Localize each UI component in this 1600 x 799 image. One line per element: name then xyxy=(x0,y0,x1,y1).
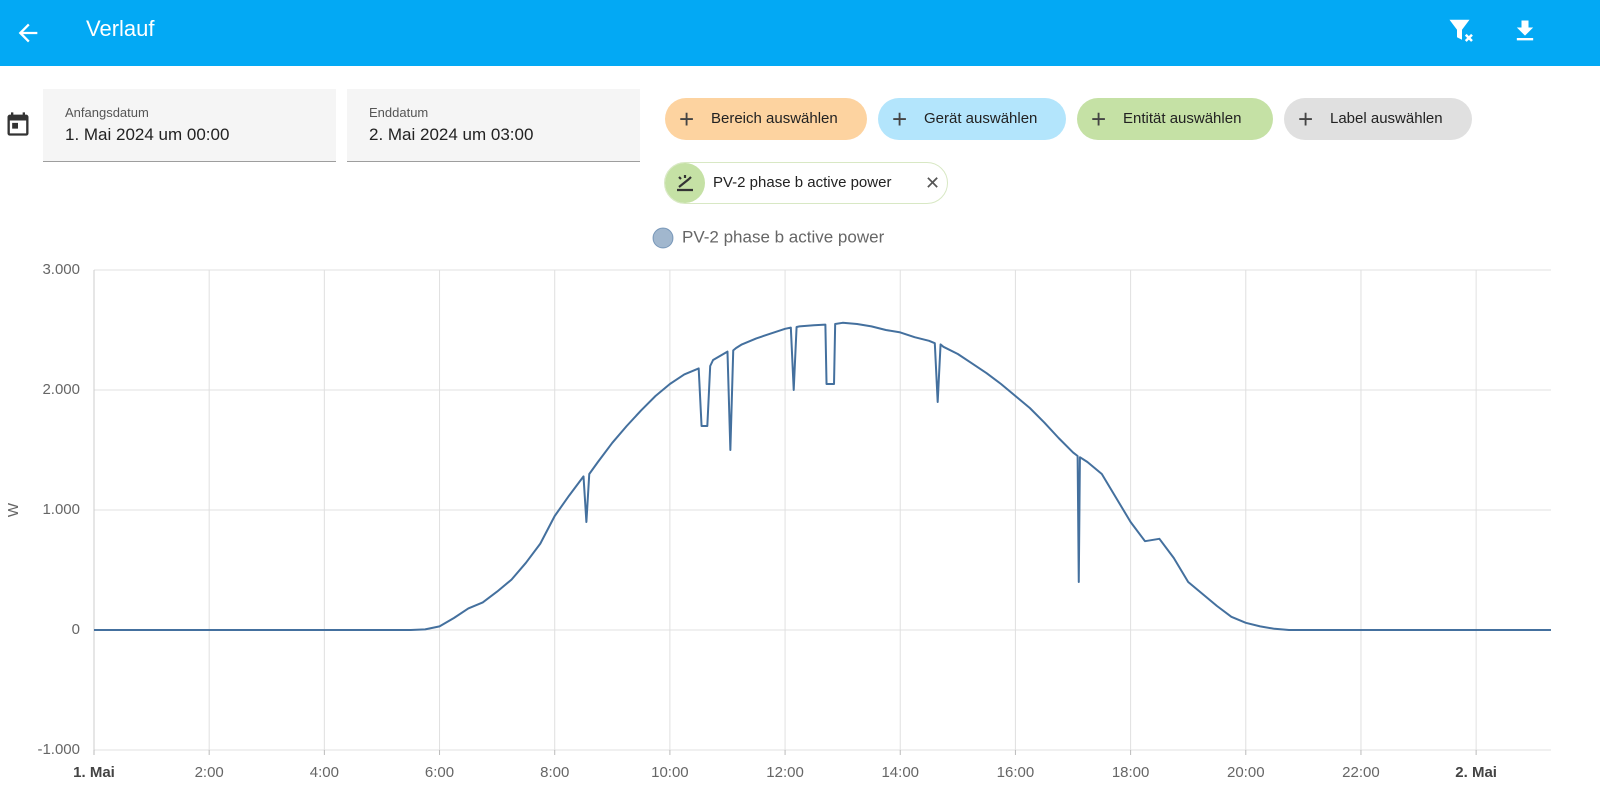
chip-label: Bereich auswählen xyxy=(711,110,838,127)
x-tick-label: 2:00 xyxy=(195,764,224,781)
back-button[interactable] xyxy=(14,19,42,47)
x-tick-label: 4:00 xyxy=(310,764,339,781)
entity-name: PV-2 phase b active power xyxy=(713,174,892,191)
clear-filter-button[interactable] xyxy=(1446,16,1478,46)
field-value: 2. Mai 2024 um 03:00 xyxy=(369,125,534,144)
field-label: Anfangsdatum xyxy=(65,105,149,120)
x-tick-label: 20:00 xyxy=(1227,764,1265,781)
x-tick-label: 22:00 xyxy=(1342,764,1380,781)
selected-entity-chip[interactable]: PV-2 phase b active power ✕ xyxy=(664,162,948,204)
chip-label: Gerät auswählen xyxy=(924,110,1038,127)
x-tick-label: 8:00 xyxy=(540,764,569,781)
x-tick-label: 18:00 xyxy=(1112,764,1150,781)
y-tick-label: 1.000 xyxy=(42,501,80,518)
label-chip[interactable]: + Label auswählen xyxy=(1284,98,1472,140)
field-value: 1. Mai 2024 um 00:00 xyxy=(65,125,230,144)
download-button[interactable] xyxy=(1511,16,1539,46)
field-label: Enddatum xyxy=(369,105,429,120)
area-chip[interactable]: + Bereich auswählen xyxy=(665,98,867,140)
page-title: Verlauf xyxy=(86,16,155,41)
chart: -1.000 0 1.000 2.000 3.000 1. Mai 2:00 4:00 6:00… xyxy=(5,227,1551,781)
y-tick-label: 0 xyxy=(72,621,80,638)
legend-label: PV-2 phase b active power xyxy=(682,227,885,246)
x-tick-label: 1. Mai xyxy=(73,764,115,781)
x-tick-label: 6:00 xyxy=(425,764,454,781)
x-tick-label: 2. Mai xyxy=(1455,764,1497,781)
device-chip[interactable]: + Gerät auswählen xyxy=(878,98,1066,140)
entity-chip[interactable]: + Entität auswählen xyxy=(1077,98,1273,140)
top-bar: Verlauf xyxy=(0,0,1600,66)
end-date-field[interactable]: Enddatum 2. Mai 2024 um 03:00 xyxy=(347,89,640,162)
y-axis-label: W xyxy=(5,502,22,517)
chip-label: Label auswählen xyxy=(1330,110,1443,127)
x-tick-label: 14:00 xyxy=(881,764,919,781)
x-tick-label: 16:00 xyxy=(997,764,1035,781)
start-date-field[interactable]: Anfangsdatum 1. Mai 2024 um 00:00 xyxy=(43,89,336,162)
y-tick-label: 2.000 xyxy=(42,381,80,398)
calendar-icon[interactable] xyxy=(4,110,32,138)
legend-swatch xyxy=(652,227,674,249)
entity-icon xyxy=(665,163,705,203)
chip-label: Entität auswählen xyxy=(1123,110,1242,127)
x-tick-label: 10:00 xyxy=(651,764,689,781)
y-tick-label: 3.000 xyxy=(42,261,80,278)
x-tick-label: 12:00 xyxy=(766,764,804,781)
y-tick-label: -1.000 xyxy=(37,741,80,758)
series-line xyxy=(94,321,1551,631)
remove-button[interactable]: ✕ xyxy=(925,173,941,193)
